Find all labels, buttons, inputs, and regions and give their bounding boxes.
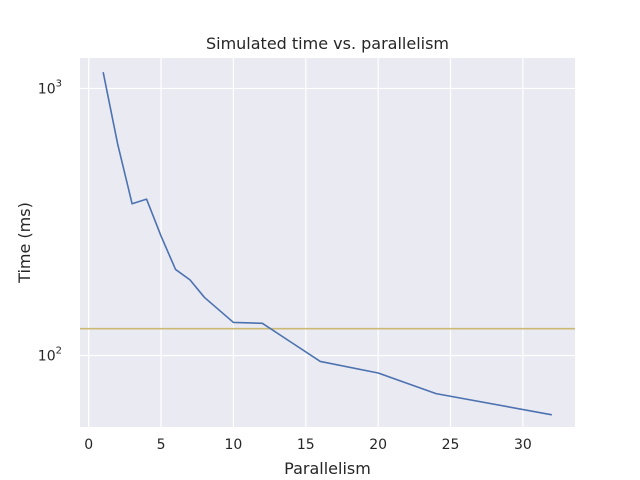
x-tick-label: 25 [442,437,460,453]
series-line [102,72,552,416]
grid [80,58,575,427]
x-tick-labels: 0 5 10 15 20 25 30 [84,437,532,453]
x-tick-label: 0 [84,437,93,453]
y-axis-label: Time (ms) [15,202,34,284]
chart-title: Simulated time vs. parallelism [206,34,449,53]
plot-area [80,58,575,427]
series-group [102,72,552,416]
x-tick-label: 10 [225,437,243,453]
x-tick-label: 15 [297,437,315,453]
x-tick-label: 5 [157,437,166,453]
x-tick-label: 30 [514,437,532,453]
x-axis-label: Parallelism [284,459,371,478]
y-tick-label: 102 [38,346,62,365]
x-tick-label: 20 [369,437,387,453]
y-tick-label: 103 [38,78,62,97]
y-tick-labels: 102 103 [38,78,62,364]
